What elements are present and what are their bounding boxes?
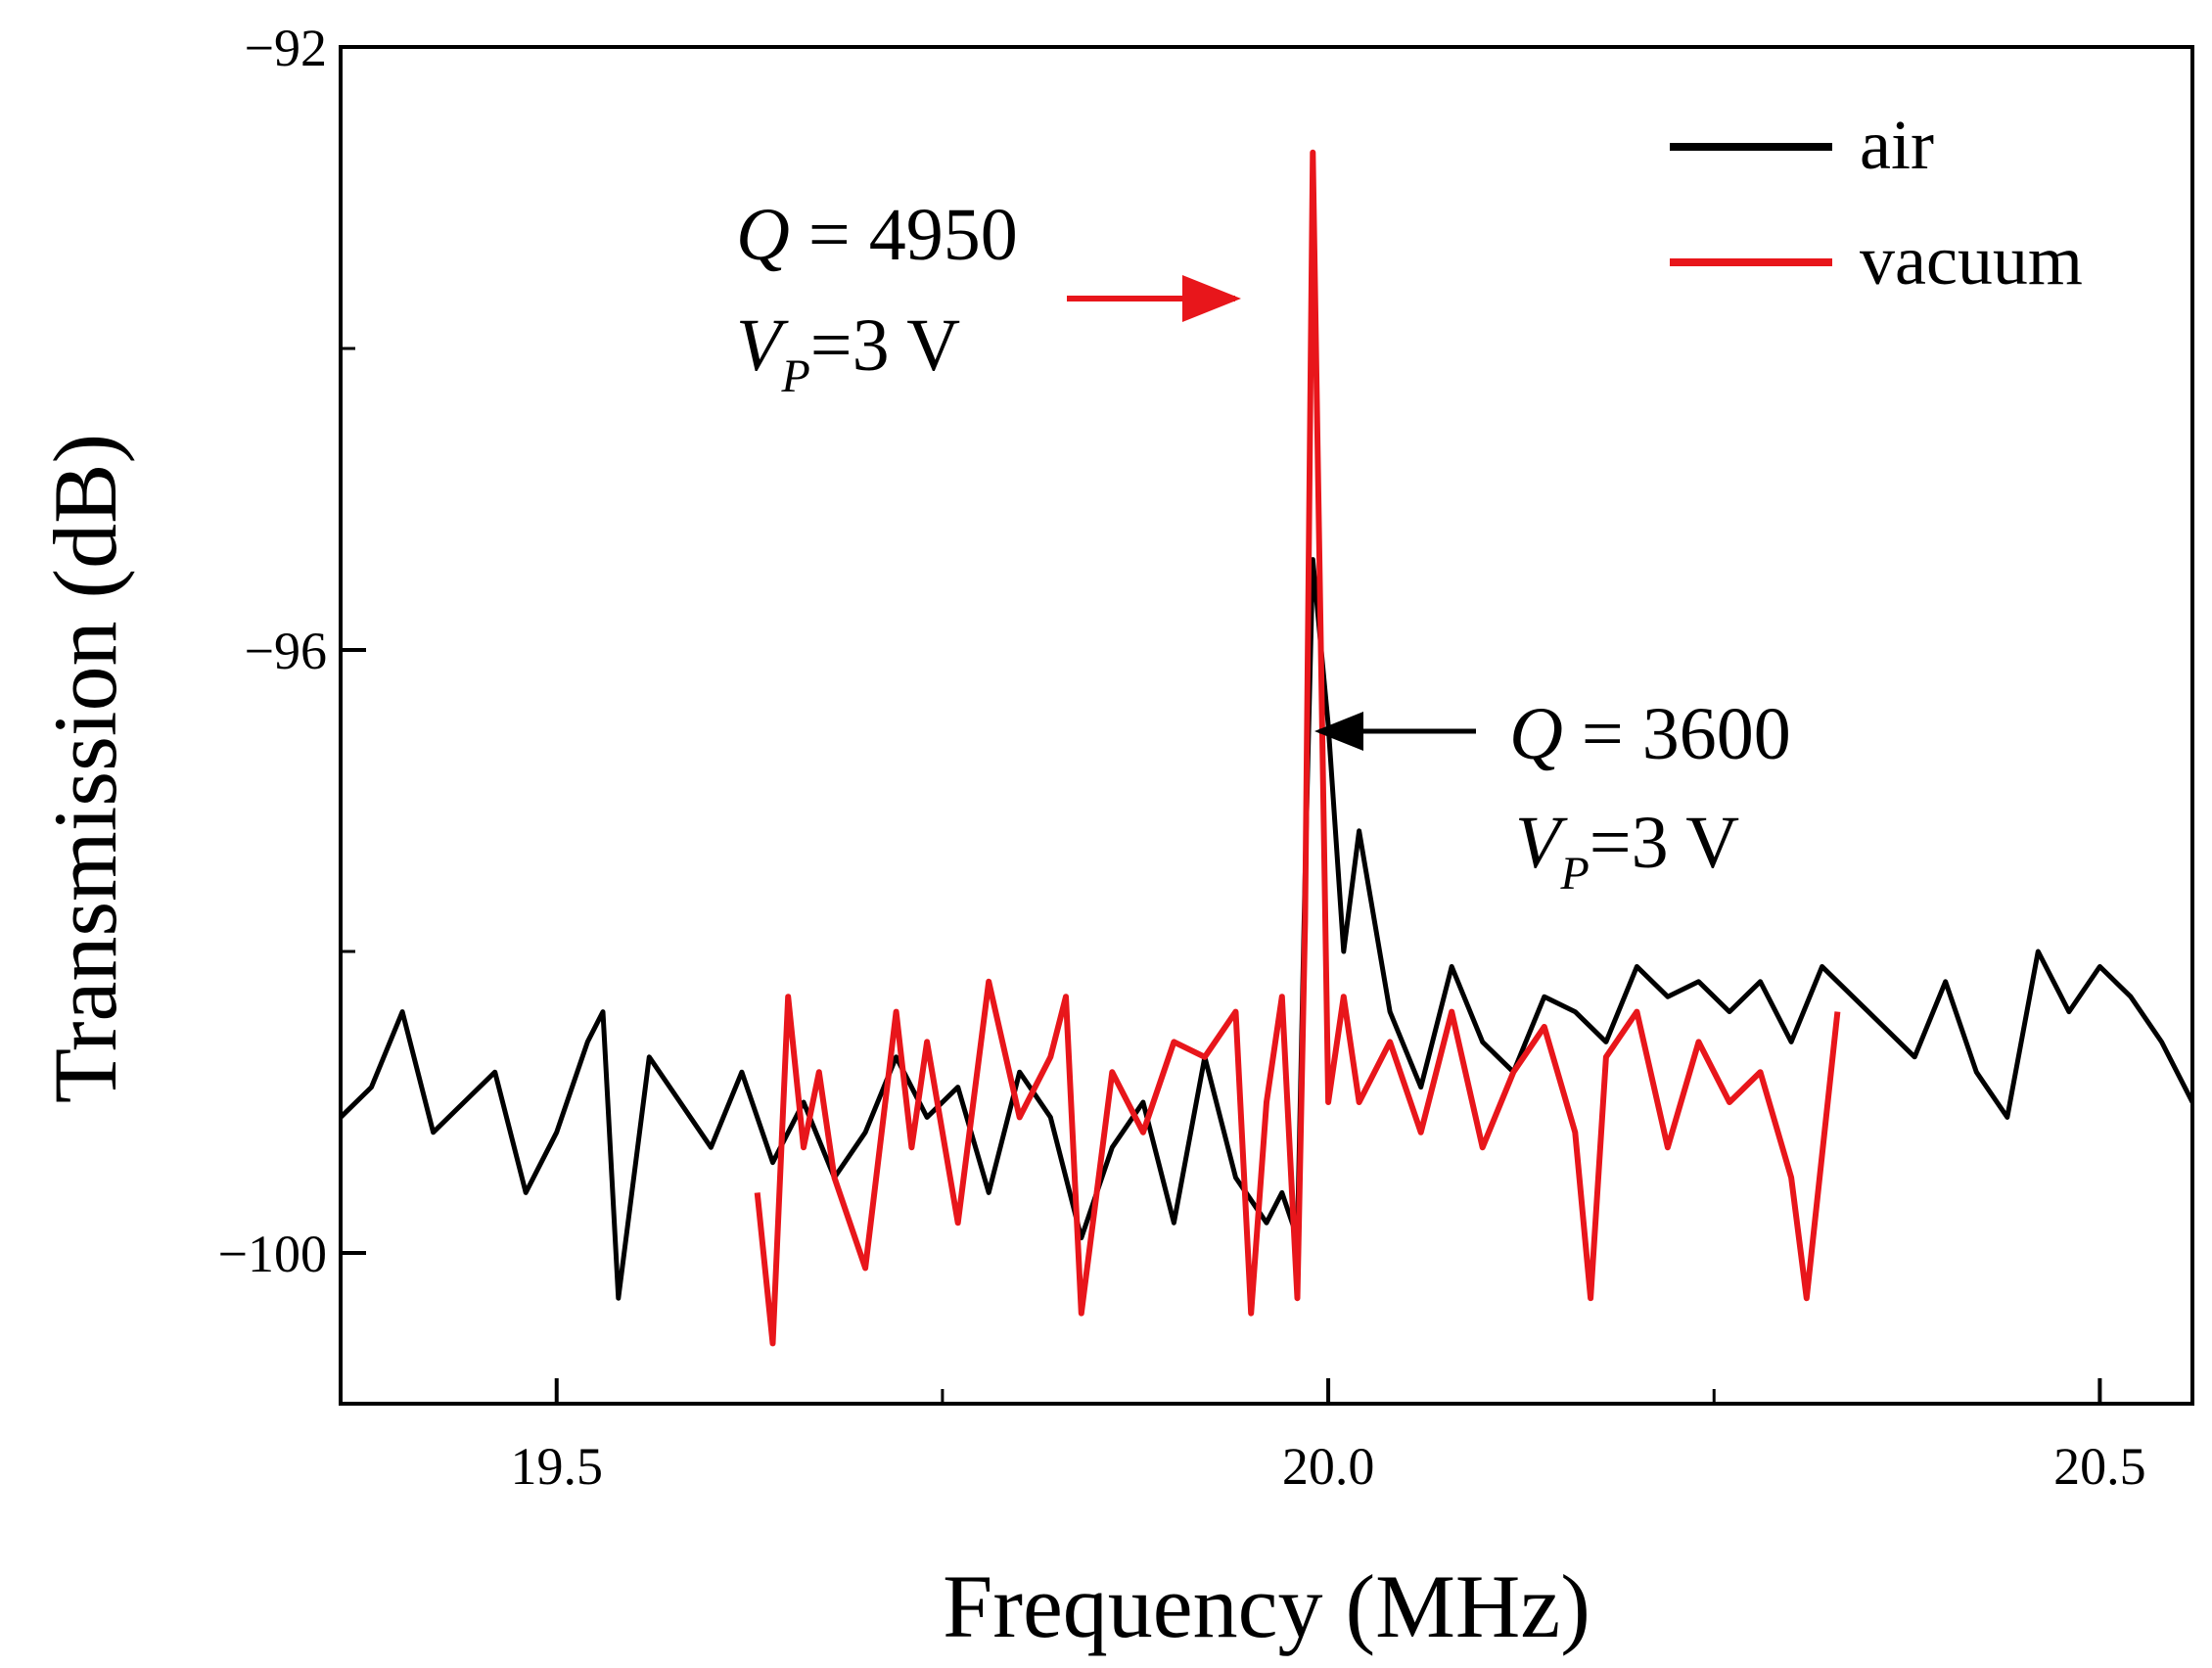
annotation-vacuum-peak: Q = 4950 VP=3 V — [736, 194, 1241, 402]
annotation-air-q: Q = 3600 — [1509, 693, 1791, 775]
annotation-vacuum-q: Q = 4950 — [736, 194, 1018, 276]
annotation-air-vp: VP=3 V — [1515, 802, 1739, 900]
series-line-vacuum — [754, 149, 1841, 1347]
series-layer — [341, 149, 2192, 1347]
series-line-air — [341, 557, 2192, 1301]
x-tick-label: 19.5 — [510, 1437, 603, 1496]
legend: air vacuum — [1670, 106, 2083, 300]
legend-label-air: air — [1860, 106, 1934, 184]
legend-label-vacuum: vacuum — [1860, 221, 2083, 300]
y-tick-label: −96 — [245, 622, 327, 680]
ticks-layer: 19.5 20.0 20.5 −92 −96 −100 — [218, 19, 2146, 1496]
annotation-air-peak: Q = 3600 VP=3 V — [1314, 693, 1791, 900]
y-axis-title: Transmission (dB) — [35, 434, 135, 1103]
y-tick-label: −92 — [245, 19, 327, 77]
x-tick-label: 20.5 — [2053, 1437, 2146, 1496]
plot-frame — [339, 45, 2194, 1406]
x-tick-label: 20.0 — [1282, 1437, 1375, 1496]
annotation-vacuum-vp: VP=3 V — [736, 304, 960, 402]
y-tick-label: −100 — [218, 1225, 327, 1283]
x-axis-title: Frequency (MHz) — [943, 1556, 1590, 1656]
